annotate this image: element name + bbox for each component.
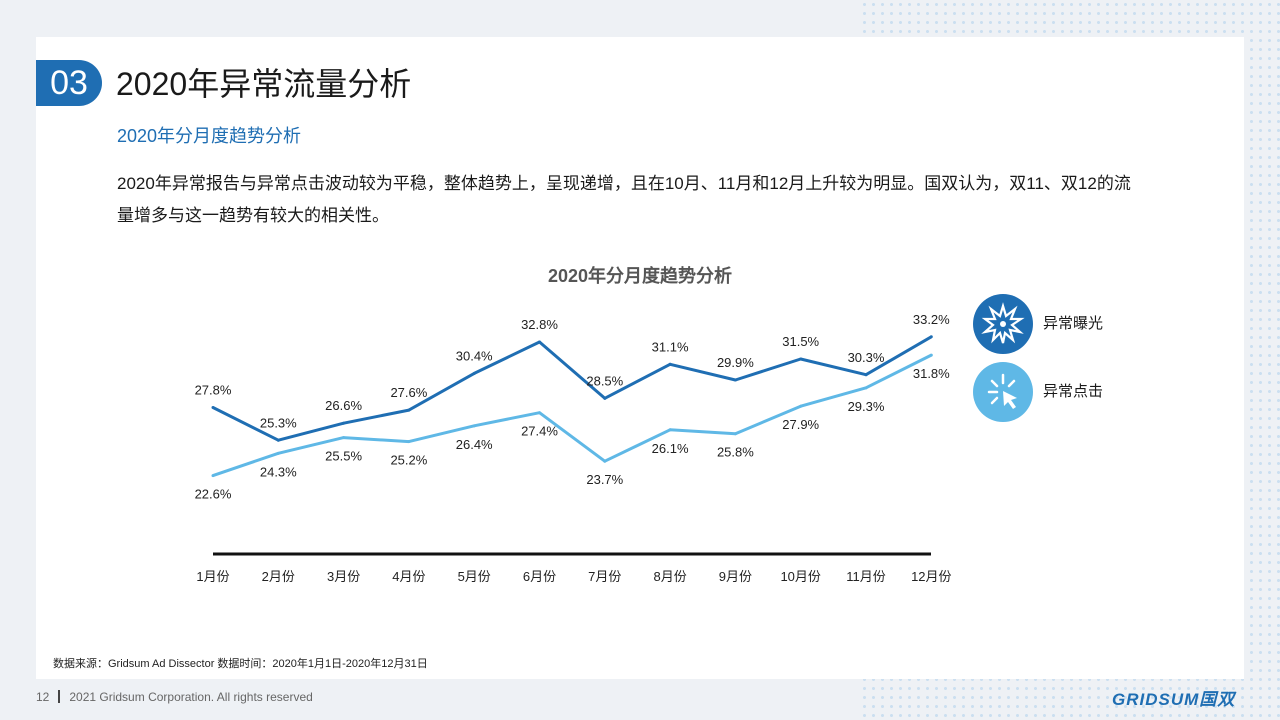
data-point-1-5 [538, 411, 541, 415]
footer: 12 2021 Gridsum Corporation. All rights r… [36, 690, 313, 704]
data-label-1-3: 25.2% [390, 453, 427, 468]
data-point-1-9 [799, 404, 803, 408]
x-tick-label: 4月份 [392, 569, 425, 584]
data-point-1-10 [864, 386, 868, 390]
data-label-1-4: 26.4% [456, 437, 493, 452]
data-label-0-1: 25.3% [260, 415, 297, 430]
data-label-1-10: 29.3% [848, 399, 885, 414]
data-label-0-9: 31.5% [782, 334, 819, 349]
burst-icon [973, 294, 1033, 354]
data-label-1-7: 26.1% [652, 441, 689, 456]
data-label-0-6: 28.5% [586, 373, 623, 388]
data-point-0-2 [342, 421, 346, 425]
footer-divider [58, 690, 61, 703]
data-point-1-4 [472, 424, 476, 428]
data-point-1-3 [407, 440, 411, 444]
x-tick-label: 6月份 [523, 569, 556, 584]
data-point-0-4 [472, 371, 476, 375]
series-line-0 [212, 335, 933, 442]
description-text: 2020年异常报告与异常点击波动较为平稳，整体趋势上，呈现递增，且在10月、11… [117, 174, 1131, 225]
x-tick-label: 5月份 [458, 569, 491, 584]
page-number: 12 [36, 690, 50, 704]
data-point-1-8 [733, 432, 737, 436]
series-line-1 [212, 353, 932, 478]
data-label-1-8: 25.8% [717, 445, 754, 460]
click-icon [973, 362, 1033, 422]
data-point-0-7 [668, 362, 672, 366]
data-point-0-10 [864, 373, 868, 377]
data-point-0-1 [276, 438, 280, 442]
data-point-1-1 [276, 451, 280, 455]
data-point-1-2 [342, 436, 346, 440]
data-label-1-5: 27.4% [521, 424, 558, 439]
x-tick-label: 12月份 [911, 569, 951, 584]
legend-item-click: 异常点击 [973, 362, 1173, 422]
data-label-0-3: 27.6% [390, 385, 427, 400]
data-source-note: 数据来源：Gridsum Ad Dissector 数据时间：2020年1月1日… [53, 658, 428, 670]
copyright-text: 2021 Gridsum Corporation. All rights res… [69, 690, 313, 704]
legend-label-exposure: 异常曝光 [1043, 315, 1104, 332]
content-card [36, 37, 1244, 679]
data-label-1-9: 27.9% [782, 417, 819, 432]
gridsum-logo: GRIDSUM国双 [1112, 690, 1236, 709]
x-tick-label: 7月份 [588, 569, 621, 584]
data-label-0-11: 33.2% [913, 312, 950, 327]
data-label-0-4: 30.4% [456, 348, 493, 363]
x-tick-label: 2月份 [262, 569, 295, 584]
data-label-0-0: 27.8% [195, 383, 232, 398]
data-label-1-1: 24.3% [260, 464, 297, 479]
data-point-0-5 [538, 340, 541, 344]
page-title: 2020年异常流量分析 [116, 66, 412, 102]
data-label-0-2: 26.6% [325, 398, 362, 413]
x-tick-label: 11月份 [846, 569, 886, 584]
data-point-0-3 [407, 408, 411, 412]
legend-label-click: 异常点击 [1043, 383, 1104, 400]
section-number: 03 [36, 60, 102, 106]
x-tick-label: 1月份 [196, 569, 229, 584]
data-point-0-6 [603, 396, 607, 400]
chart-title: 2020年分月度趋势分析 [548, 265, 732, 286]
data-point-1-11 [929, 353, 933, 357]
data-label-0-5: 32.8% [521, 317, 558, 332]
x-tick-label: 9月份 [719, 569, 752, 584]
x-tick-label: 8月份 [653, 569, 686, 584]
data-point-1-6 [603, 459, 607, 463]
data-point-1-7 [668, 428, 672, 432]
data-point-0-8 [733, 378, 737, 382]
data-point-0-9 [799, 357, 803, 361]
data-label-1-2: 25.5% [325, 449, 362, 464]
data-point-0-0 [211, 406, 215, 409]
x-tick-label: 10月份 [780, 569, 820, 584]
data-label-1-0: 22.6% [195, 487, 232, 502]
page-subtitle: 2020年分月度趋势分析 [117, 126, 302, 146]
legend-item-exposure: 异常曝光 [973, 294, 1173, 354]
data-label-0-7: 31.1% [652, 339, 689, 354]
x-tick-label: 3月份 [327, 569, 360, 584]
data-label-0-8: 29.9% [717, 355, 754, 370]
data-point-0-11 [929, 335, 933, 339]
data-label-1-11: 31.8% [913, 366, 950, 381]
data-label-0-10: 30.3% [848, 350, 885, 365]
data-point-1-0 [211, 474, 215, 478]
data-label-1-6: 23.7% [586, 472, 623, 487]
